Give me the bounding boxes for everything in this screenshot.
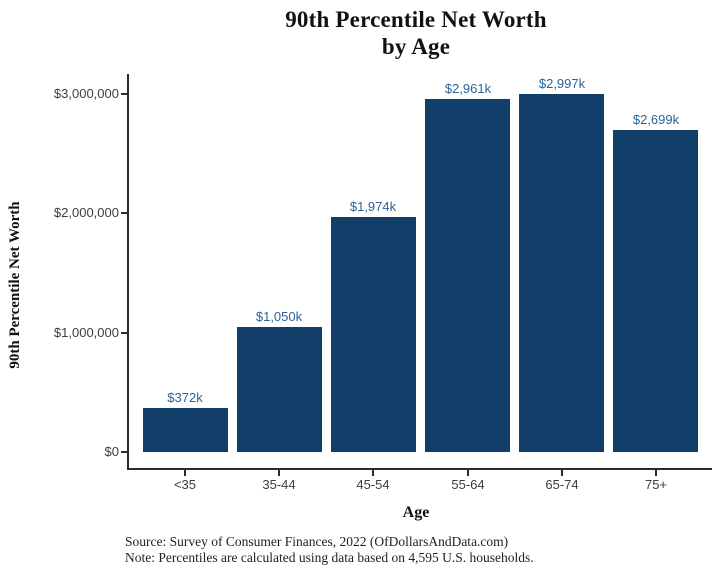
bar-<35 (143, 408, 228, 452)
x-axis-tick (184, 470, 186, 476)
bar-35-44 (237, 327, 322, 452)
y-axis-tick (121, 451, 127, 453)
bar-value-label: $2,997k (538, 76, 586, 91)
x-axis-tick-label: 55-64 (451, 477, 485, 492)
y-axis-tick-label: $0 (104, 444, 119, 459)
bar-65-74 (519, 94, 604, 452)
x-axis-tick (561, 470, 563, 476)
bar-55-64 (425, 99, 510, 452)
chart-title-line2: by Age (381, 34, 451, 59)
bar-value-label: $2,961k (444, 81, 492, 96)
y-axis-tick (121, 212, 127, 215)
bar-value-label: $2,699k (632, 112, 680, 127)
x-axis-title: Age (402, 504, 430, 521)
x-axis-tick (278, 470, 280, 476)
y-axis-tick-label: $3,000,000 (53, 86, 119, 102)
x-axis-tick (655, 470, 657, 476)
bar-value-label: $372k (167, 390, 203, 405)
x-axis-tick-label: 65-74 (545, 477, 579, 492)
y-axis-tick (121, 331, 127, 334)
x-axis-tick-label: 75+ (644, 477, 668, 492)
y-axis-tick-label: $1,000,000 (53, 324, 119, 340)
x-axis-tick-label: 45-54 (356, 477, 390, 492)
x-axis-tick (467, 470, 469, 476)
x-axis-tick (372, 470, 374, 476)
bar-value-label: $1,974k (349, 199, 397, 214)
chart-title-line1: 90th Percentile Net Worth (285, 7, 547, 32)
x-axis-tick-label: 35-44 (262, 477, 296, 492)
chart-footer: Source: Survey of Consumer Finances, 202… (125, 534, 534, 565)
x-axis-tick-label: <35 (173, 477, 197, 492)
bar-value-label: $1,050k (255, 309, 303, 324)
bar-45-54 (331, 217, 416, 452)
source-note: Source: Survey of Consumer Finances, 202… (125, 534, 509, 549)
y-axis-tick (121, 93, 127, 96)
bar-75+ (613, 130, 698, 452)
y-axis-tick-label: $2,000,000 (53, 205, 119, 221)
chart-title: 90th Percentile Net Worth by Age (120, 6, 712, 60)
y-axis-title: 90th Percentile Net Worth (7, 201, 23, 369)
methodology-note: Note: Percentiles are calculated using d… (125, 549, 534, 565)
